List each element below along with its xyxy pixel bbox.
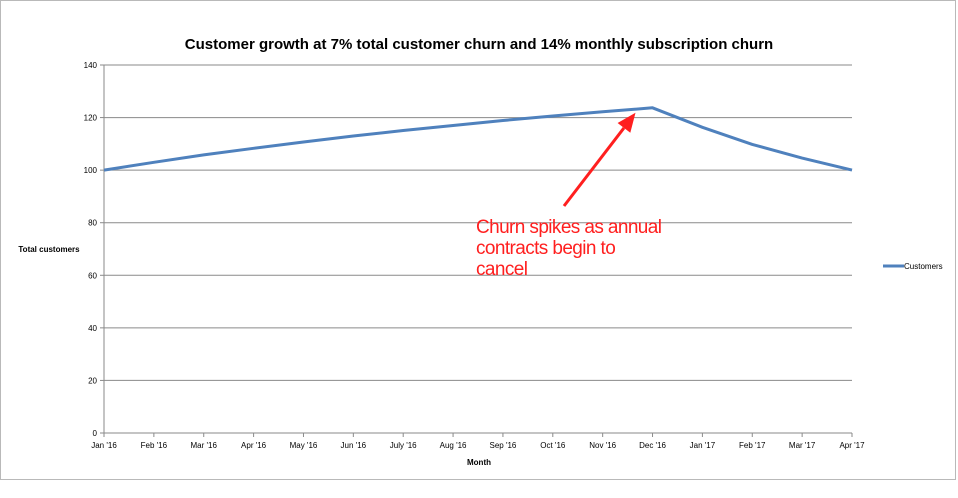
grid-lines: [104, 64, 852, 381]
x-tick-label: July '16: [390, 441, 417, 450]
x-tick-label: Oct '16: [540, 441, 566, 450]
y-tick-label: 120: [84, 114, 98, 123]
y-tick-label: 100: [84, 166, 98, 175]
annotation-line: cancel: [476, 259, 527, 280]
chart-frame: Customer growth at 7% total customer chu…: [0, 0, 956, 480]
axes: [103, 65, 852, 434]
x-tick-label: May '16: [290, 441, 318, 450]
y-tick-label: 60: [88, 271, 97, 280]
annotation-line: contracts begin to: [476, 238, 615, 259]
series-layer: [103, 106, 853, 172]
x-tick-label: Jun '16: [341, 441, 367, 450]
x-tick-label: Nov '16: [589, 441, 616, 450]
annotation-arrow-shaft: [562, 127, 626, 207]
customer-growth-chart: Customer growth at 7% total customer chu…: [18, 36, 943, 467]
annotation-arrowhead: [617, 112, 636, 133]
x-tick-label: Apr '17: [839, 441, 865, 450]
x-tick-label: Apr '16: [241, 441, 267, 450]
series-line-customers: [103, 106, 853, 172]
x-tick-label: Mar '17: [789, 441, 816, 450]
x-tick-label: Jan '16: [91, 441, 117, 450]
chart-title: Customer growth at 7% total customer chu…: [185, 36, 773, 53]
annotation: Churn spikes as annual contracts begin to…: [476, 112, 662, 280]
x-tick-label: Jan '17: [690, 441, 716, 450]
x-tick-label: Aug '16: [440, 441, 467, 450]
y-axis-label: Total customers: [18, 245, 80, 254]
x-axis-label: Month: [467, 458, 491, 467]
annotation-line: Churn spikes as annual: [476, 217, 661, 238]
x-tick-label: Feb '16: [141, 441, 168, 450]
y-tick-label: 20: [88, 376, 97, 385]
y-tick-label: 40: [88, 324, 97, 333]
x-tick-label: Feb '17: [739, 441, 766, 450]
x-axis-ticks: Jan '16 Feb '16 Mar '16 Apr '16 May '16 Jun '…: [91, 433, 865, 450]
x-tick-label: Sep '16: [489, 441, 516, 450]
y-tick-label: 0: [93, 429, 98, 438]
legend: Customers: [883, 262, 943, 271]
x-tick-label: Mar '16: [191, 441, 218, 450]
legend-label: Customers: [904, 262, 943, 271]
x-tick-label: Dec '16: [639, 441, 666, 450]
y-tick-label: 140: [84, 61, 98, 70]
annotation-text: Churn spikes as annual contracts begin to…: [476, 217, 661, 280]
y-axis-ticks: 0 20 40 60 80 100 120 140: [84, 61, 104, 438]
y-tick-label: 80: [88, 219, 97, 228]
